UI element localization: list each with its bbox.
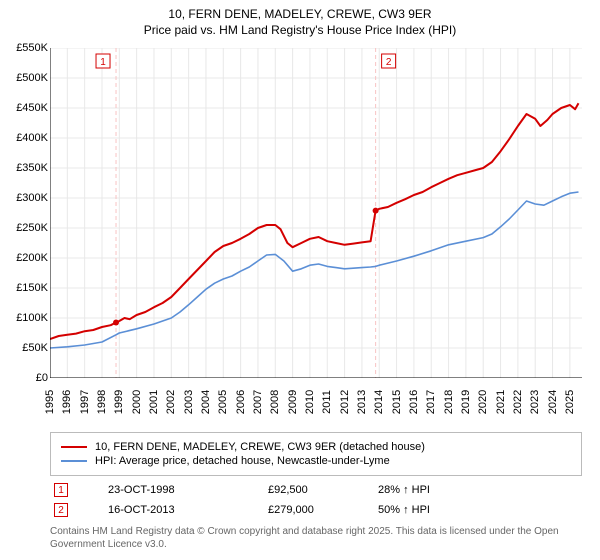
marker-hpi-diff: 28% ↑ HPI xyxy=(378,484,582,496)
y-tick-label: £300K xyxy=(4,192,48,204)
x-tick-label: 2014 xyxy=(373,390,385,414)
x-tick-label: 2023 xyxy=(529,390,541,414)
title-line-2: Price paid vs. HM Land Registry's House … xyxy=(0,22,600,38)
x-tick-label: 2024 xyxy=(547,390,559,414)
chart-plot: 12 xyxy=(50,48,582,378)
y-tick-label: £500K xyxy=(4,72,48,84)
x-tick-label: 1995 xyxy=(44,390,56,414)
chart-title: 10, FERN DENE, MADELEY, CREWE, CW3 9ER P… xyxy=(0,0,600,38)
x-tick-label: 2004 xyxy=(200,390,212,414)
legend-swatch-price xyxy=(61,446,87,448)
legend-item: 10, FERN DENE, MADELEY, CREWE, CW3 9ER (… xyxy=(61,441,571,453)
chart-svg: 12 xyxy=(50,48,582,378)
x-tick-label: 2020 xyxy=(477,390,489,414)
x-tick-label: 2015 xyxy=(391,390,403,414)
marker-table: 1 23-OCT-1998 £92,500 28% ↑ HPI 2 16-OCT… xyxy=(50,480,582,520)
marker-hpi-diff: 50% ↑ HPI xyxy=(378,504,582,516)
x-tick-label: 1996 xyxy=(61,390,73,414)
x-tick-label: 2017 xyxy=(425,390,437,414)
legend-swatch-hpi xyxy=(61,460,87,462)
marker-badge-2: 2 xyxy=(54,503,68,517)
marker-price: £279,000 xyxy=(268,504,378,516)
chart-container: 10, FERN DENE, MADELEY, CREWE, CW3 9ER P… xyxy=(0,0,600,560)
x-tick-label: 2000 xyxy=(131,390,143,414)
x-tick-label: 2018 xyxy=(443,390,455,414)
marker-badge-1: 1 xyxy=(54,483,68,497)
y-tick-label: £550K xyxy=(4,42,48,54)
y-tick-label: £50K xyxy=(4,342,48,354)
y-tick-label: £400K xyxy=(4,132,48,144)
legend-label: 10, FERN DENE, MADELEY, CREWE, CW3 9ER (… xyxy=(95,441,425,453)
footer-note: Contains HM Land Registry data © Crown c… xyxy=(50,526,582,551)
x-tick-label: 2025 xyxy=(564,390,576,414)
y-tick-label: £250K xyxy=(4,222,48,234)
y-tick-label: £150K xyxy=(4,282,48,294)
x-tick-label: 2006 xyxy=(235,390,247,414)
y-tick-label: £450K xyxy=(4,102,48,114)
x-tick-label: 2022 xyxy=(512,390,524,414)
x-tick-label: 2010 xyxy=(304,390,316,414)
x-tick-label: 2008 xyxy=(269,390,281,414)
y-tick-label: £350K xyxy=(4,162,48,174)
x-tick-label: 2002 xyxy=(165,390,177,414)
y-tick-label: £0 xyxy=(4,372,48,384)
x-tick-label: 2012 xyxy=(339,390,351,414)
y-tick-label: £100K xyxy=(4,312,48,324)
x-tick-label: 2019 xyxy=(460,390,472,414)
x-tick-label: 2007 xyxy=(252,390,264,414)
x-tick-label: 2001 xyxy=(148,390,160,414)
marker-date: 23-OCT-1998 xyxy=(108,484,268,496)
title-line-1: 10, FERN DENE, MADELEY, CREWE, CW3 9ER xyxy=(0,6,600,22)
table-row: 2 16-OCT-2013 £279,000 50% ↑ HPI xyxy=(50,500,582,520)
legend-item: HPI: Average price, detached house, Newc… xyxy=(61,455,571,467)
svg-text:2: 2 xyxy=(386,57,392,68)
marker-date: 16-OCT-2013 xyxy=(108,504,268,516)
x-tick-label: 2021 xyxy=(495,390,507,414)
marker-price: £92,500 xyxy=(268,484,378,496)
x-tick-label: 1998 xyxy=(96,390,108,414)
x-tick-label: 2011 xyxy=(321,390,333,414)
legend: 10, FERN DENE, MADELEY, CREWE, CW3 9ER (… xyxy=(50,432,582,476)
x-tick-label: 1997 xyxy=(79,390,91,414)
x-tick-label: 2016 xyxy=(408,390,420,414)
x-tick-label: 1999 xyxy=(113,390,125,414)
x-tick-label: 2009 xyxy=(287,390,299,414)
x-tick-label: 2013 xyxy=(356,390,368,414)
x-tick-label: 2003 xyxy=(183,390,195,414)
table-row: 1 23-OCT-1998 £92,500 28% ↑ HPI xyxy=(50,480,582,500)
legend-label: HPI: Average price, detached house, Newc… xyxy=(95,455,390,467)
x-tick-label: 2005 xyxy=(217,390,229,414)
svg-text:1: 1 xyxy=(100,57,106,68)
y-tick-label: £200K xyxy=(4,252,48,264)
